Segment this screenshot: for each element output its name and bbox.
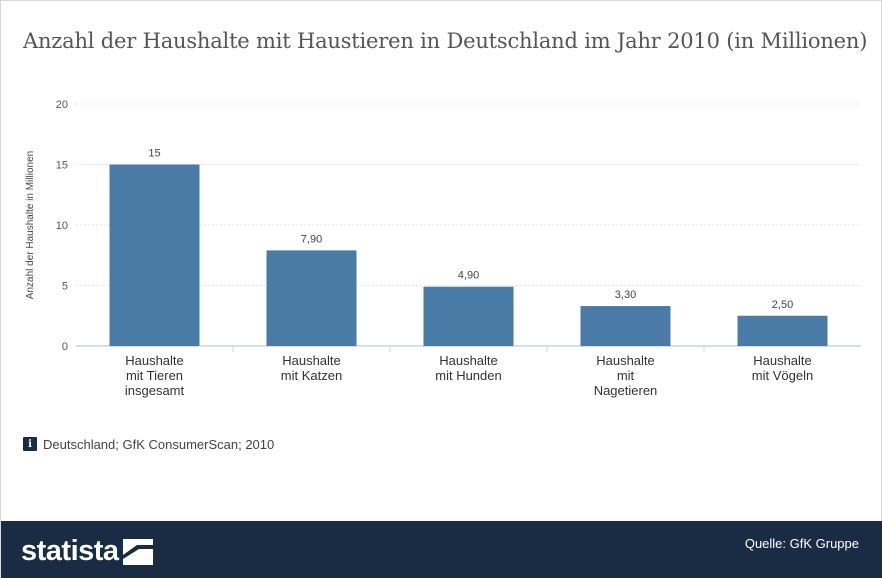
x-tick-label-line: Haushalte bbox=[125, 353, 184, 368]
x-tick-label-line: Haushalte bbox=[596, 353, 655, 368]
x-tick-label-line: mit bbox=[617, 368, 635, 383]
statista-logo-icon bbox=[122, 538, 153, 565]
y-tick-label: 5 bbox=[62, 281, 68, 293]
logo-text: statista bbox=[21, 535, 119, 567]
y-tick-label: 10 bbox=[56, 220, 68, 232]
data-label: 15 bbox=[148, 148, 160, 160]
footer-source: Quelle: GfK Gruppe bbox=[744, 536, 859, 551]
x-tick-label-line: insgesamt bbox=[125, 383, 185, 398]
x-tick-label: Haushalte mit Nagetieren bbox=[594, 353, 658, 398]
y-axis-label: Anzahl der Haushalte in Millionen bbox=[25, 151, 36, 299]
bar bbox=[266, 250, 357, 346]
x-tick-label-line: Haushalte bbox=[753, 353, 812, 368]
x-tick-label-line: Nagetieren bbox=[594, 383, 658, 398]
bar bbox=[580, 306, 671, 346]
bar-chart: 0 5 10 15 20 Anzahl der Haushalte in Millione… bbox=[25, 99, 861, 398]
y-tick-label: 0 bbox=[62, 341, 68, 353]
footer: statista Quelle: GfK Gruppe bbox=[1, 521, 882, 578]
source-note-text: Deutschland; GfK ConsumerScan; 2010 bbox=[43, 436, 275, 452]
data-label: 7,90 bbox=[301, 233, 322, 245]
info-icon[interactable]: i bbox=[23, 437, 37, 451]
x-tick-label: Haushalte mit Katzen bbox=[281, 353, 342, 383]
bar bbox=[109, 164, 200, 346]
x-tick-label-line: mit Vögeln bbox=[752, 368, 813, 383]
x-tick-label: Haushalte mit Vögeln bbox=[752, 353, 813, 383]
data-label: 2,50 bbox=[772, 299, 793, 311]
bar bbox=[423, 286, 514, 346]
bar bbox=[737, 315, 828, 346]
y-tick-label: 20 bbox=[56, 99, 68, 111]
data-label: 4,90 bbox=[458, 270, 479, 282]
x-tick-label-line: mit Katzen bbox=[281, 368, 342, 383]
y-tick-label: 15 bbox=[56, 160, 68, 172]
x-tick-label-line: mit Tieren bbox=[126, 368, 183, 383]
x-tick-label: Haushalte mit Hunden bbox=[435, 353, 501, 383]
x-tick-label-line: Haushalte bbox=[439, 353, 498, 368]
statista-logo[interactable]: statista bbox=[21, 535, 153, 568]
x-tick-label-line: mit Hunden bbox=[435, 368, 501, 383]
x-tick-label-line: Haushalte bbox=[282, 353, 341, 368]
source-note: i Deutschland; GfK ConsumerScan; 2010 bbox=[23, 435, 274, 453]
chart-title: Anzahl der Haushalte mit Haustieren in D… bbox=[23, 29, 868, 53]
x-tick-label: Haushalte mit Tieren insgesamt bbox=[125, 353, 185, 398]
data-label: 3,30 bbox=[615, 289, 636, 301]
